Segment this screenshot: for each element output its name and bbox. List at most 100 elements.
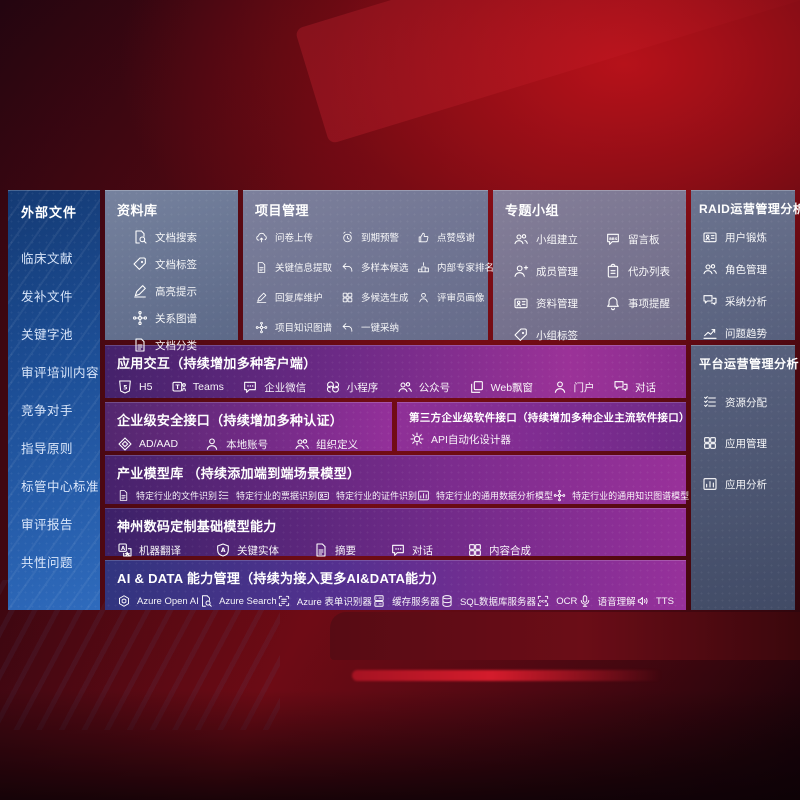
capability-item[interactable]: 语音理解 (578, 594, 636, 608)
alarm-icon (341, 231, 354, 244)
enterprise-security-band: 企业级安全接口（持续增加多种认证） AD/AAD 本地账号 组织定义 (105, 402, 392, 451)
capability-item[interactable]: Azure Search (199, 594, 277, 608)
item-label: 关键实体 (237, 544, 279, 557)
shield-a-icon: A (215, 542, 231, 558)
translate-icon: A (117, 542, 133, 558)
item-label: 应用分析 (725, 478, 767, 491)
item-label: Web飘窗 (490, 381, 534, 394)
sidebar-item[interactable]: 关键字池 (21, 324, 96, 343)
external-files-title: 外部文件 (21, 205, 78, 220)
sidebar-item[interactable]: 标管中心标准 (21, 476, 99, 495)
sidebar-item[interactable]: 竞争对手 (21, 400, 96, 419)
capability-item[interactable]: 点赞感谢 (417, 230, 494, 244)
library-items: 文档搜索文档标签高亮提示关系图谱文档分类 (105, 229, 238, 353)
capability-item[interactable]: 门户 (552, 379, 595, 395)
capability-item[interactable]: 对话 (613, 379, 656, 395)
capability-item[interactable]: 用户锻炼 (702, 229, 795, 245)
capability-item[interactable]: 内部专家排名 (417, 260, 494, 274)
library-title: 资料库 (117, 203, 158, 218)
capability-item[interactable]: TTS (636, 594, 674, 608)
capability-item[interactable]: 多样本候选 (341, 260, 417, 274)
capability-item[interactable]: 关键信息提取 (255, 260, 341, 274)
capability-item[interactable]: 采纳分析 (702, 293, 795, 309)
capability-item[interactable]: 应用管理 (702, 435, 795, 451)
platform-operations-items: 资源分配应用管理应用分析 (691, 394, 795, 492)
raid-operations-items: 用户锻炼角色管理采纳分析问题趋势 (691, 229, 795, 341)
capability-item[interactable]: 特定行业的通用知识图谱模型 (553, 489, 689, 502)
capability-item[interactable]: Azure 表单识别器 (277, 594, 372, 608)
item-label: H5 (139, 381, 153, 393)
capability-item[interactable]: 高亮提示 (132, 283, 238, 299)
item-label: 多候选生成 (361, 293, 409, 304)
capability-item[interactable]: Azure Open AI (117, 594, 199, 608)
capability-item[interactable]: 特定行业的证件识别 (317, 489, 417, 502)
capability-item[interactable]: 问卷上传 (255, 230, 341, 244)
capability-item[interactable]: 事项提醒 (605, 295, 686, 311)
item-label: SQL数据库服务器 (459, 597, 536, 608)
capability-item[interactable]: 资料管理 (513, 295, 605, 311)
capability-item[interactable]: 本地账号 (204, 436, 268, 452)
svg-text:OCR: OCR (539, 600, 548, 604)
capability-item[interactable]: 回复库维护 (255, 290, 341, 304)
item-label: 事项提醒 (628, 297, 670, 310)
capability-item[interactable]: 问题趋势 (702, 325, 795, 341)
capability-item[interactable]: 资源分配 (702, 394, 795, 410)
capability-item[interactable]: 关系图谱 (132, 310, 238, 326)
ai-data-items: Azure Open AI Azure Search Azure 表单识别器 缓存服务… (117, 594, 674, 608)
person-add-icon (513, 263, 529, 279)
sidebar-item[interactable]: 共性问题 (21, 552, 96, 571)
capability-item[interactable]: API自动化设计器 (409, 431, 511, 447)
doc-icon (132, 337, 148, 353)
capability-item[interactable]: Web飘窗 (469, 379, 533, 395)
capability-item[interactable]: OCR OCR (536, 594, 577, 608)
capability-item[interactable]: 多候选生成 (341, 290, 417, 304)
sidebar-item[interactable]: 指导原则 (21, 438, 96, 457)
capability-item[interactable]: 应用分析 (702, 476, 795, 492)
capability-item[interactable]: 内容合成 (467, 542, 531, 558)
sidebar-item[interactable]: 审评报告 (21, 514, 96, 533)
capability-item[interactable]: 对话 (390, 542, 433, 558)
speech-icon (578, 594, 592, 608)
capability-item[interactable]: SQL数据库服务器 (440, 594, 536, 608)
item-label: 特定行业的通用知识图谱模型 (572, 491, 690, 501)
item-label: Azure Open AI (137, 595, 199, 607)
capability-item[interactable]: 摘要 (313, 542, 356, 558)
capability-item[interactable]: 5 H5 (117, 379, 152, 395)
capability-item[interactable]: 公众号 (397, 379, 450, 395)
capability-item[interactable]: AD/AAD (117, 436, 178, 452)
item-label: 特定行业的证件识别 (336, 491, 418, 501)
capability-item[interactable]: 组织定义 (294, 436, 358, 452)
capability-item[interactable]: 一键采纳 (341, 320, 417, 334)
item-label: 组织定义 (316, 438, 359, 451)
chat-icon (242, 379, 258, 395)
capability-item[interactable]: 评审员画像 (417, 290, 494, 304)
capability-item[interactable]: 文档标签 (132, 256, 238, 272)
capability-item[interactable]: 文档分类 (132, 337, 238, 353)
capability-item[interactable]: 小组标签 (513, 327, 605, 343)
capability-item[interactable]: 缓存服务器 (372, 594, 440, 608)
sidebar-item[interactable]: 发补文件 (21, 286, 96, 305)
capability-item[interactable]: 项目知识图谱 (255, 320, 341, 334)
capability-item[interactable]: 企业微信 (242, 379, 306, 395)
item-label: Azure 表单识别器 (296, 597, 372, 608)
capability-item[interactable]: 特定行业的通用数据分析模型 (417, 489, 553, 502)
capability-item[interactable]: 代办列表 (605, 263, 686, 279)
capability-item[interactable]: A 关键实体 (215, 542, 279, 558)
sidebar-item[interactable]: 临床文献 (21, 248, 96, 267)
capability-item[interactable]: 角色管理 (702, 261, 795, 277)
capability-item[interactable]: A 机器翻译 (117, 542, 181, 558)
window-icon (469, 379, 485, 395)
capability-item[interactable]: 文档搜索 (132, 229, 238, 245)
capability-item[interactable]: 到期预警 (341, 230, 417, 244)
capability-item[interactable]: 成员管理 (513, 263, 605, 279)
capability-item[interactable]: 特定行业的文件识别 (117, 489, 217, 502)
capability-item[interactable]: 小程序 (325, 379, 378, 395)
capability-item[interactable]: T Teams (171, 379, 224, 395)
thirdparty-software-items: API自动化设计器 (409, 431, 674, 447)
enterprise-security-items: AD/AAD 本地账号 组织定义 (117, 436, 380, 452)
sidebar-item[interactable]: 审评培训内容 (21, 362, 99, 381)
sidebar-item-label: 关键字池 (21, 328, 74, 342)
capability-item[interactable]: 小组建立 (513, 231, 605, 247)
capability-item[interactable]: BBS 留言板 (605, 231, 686, 247)
capability-item[interactable]: 特定行业的票据识别 (217, 489, 317, 502)
